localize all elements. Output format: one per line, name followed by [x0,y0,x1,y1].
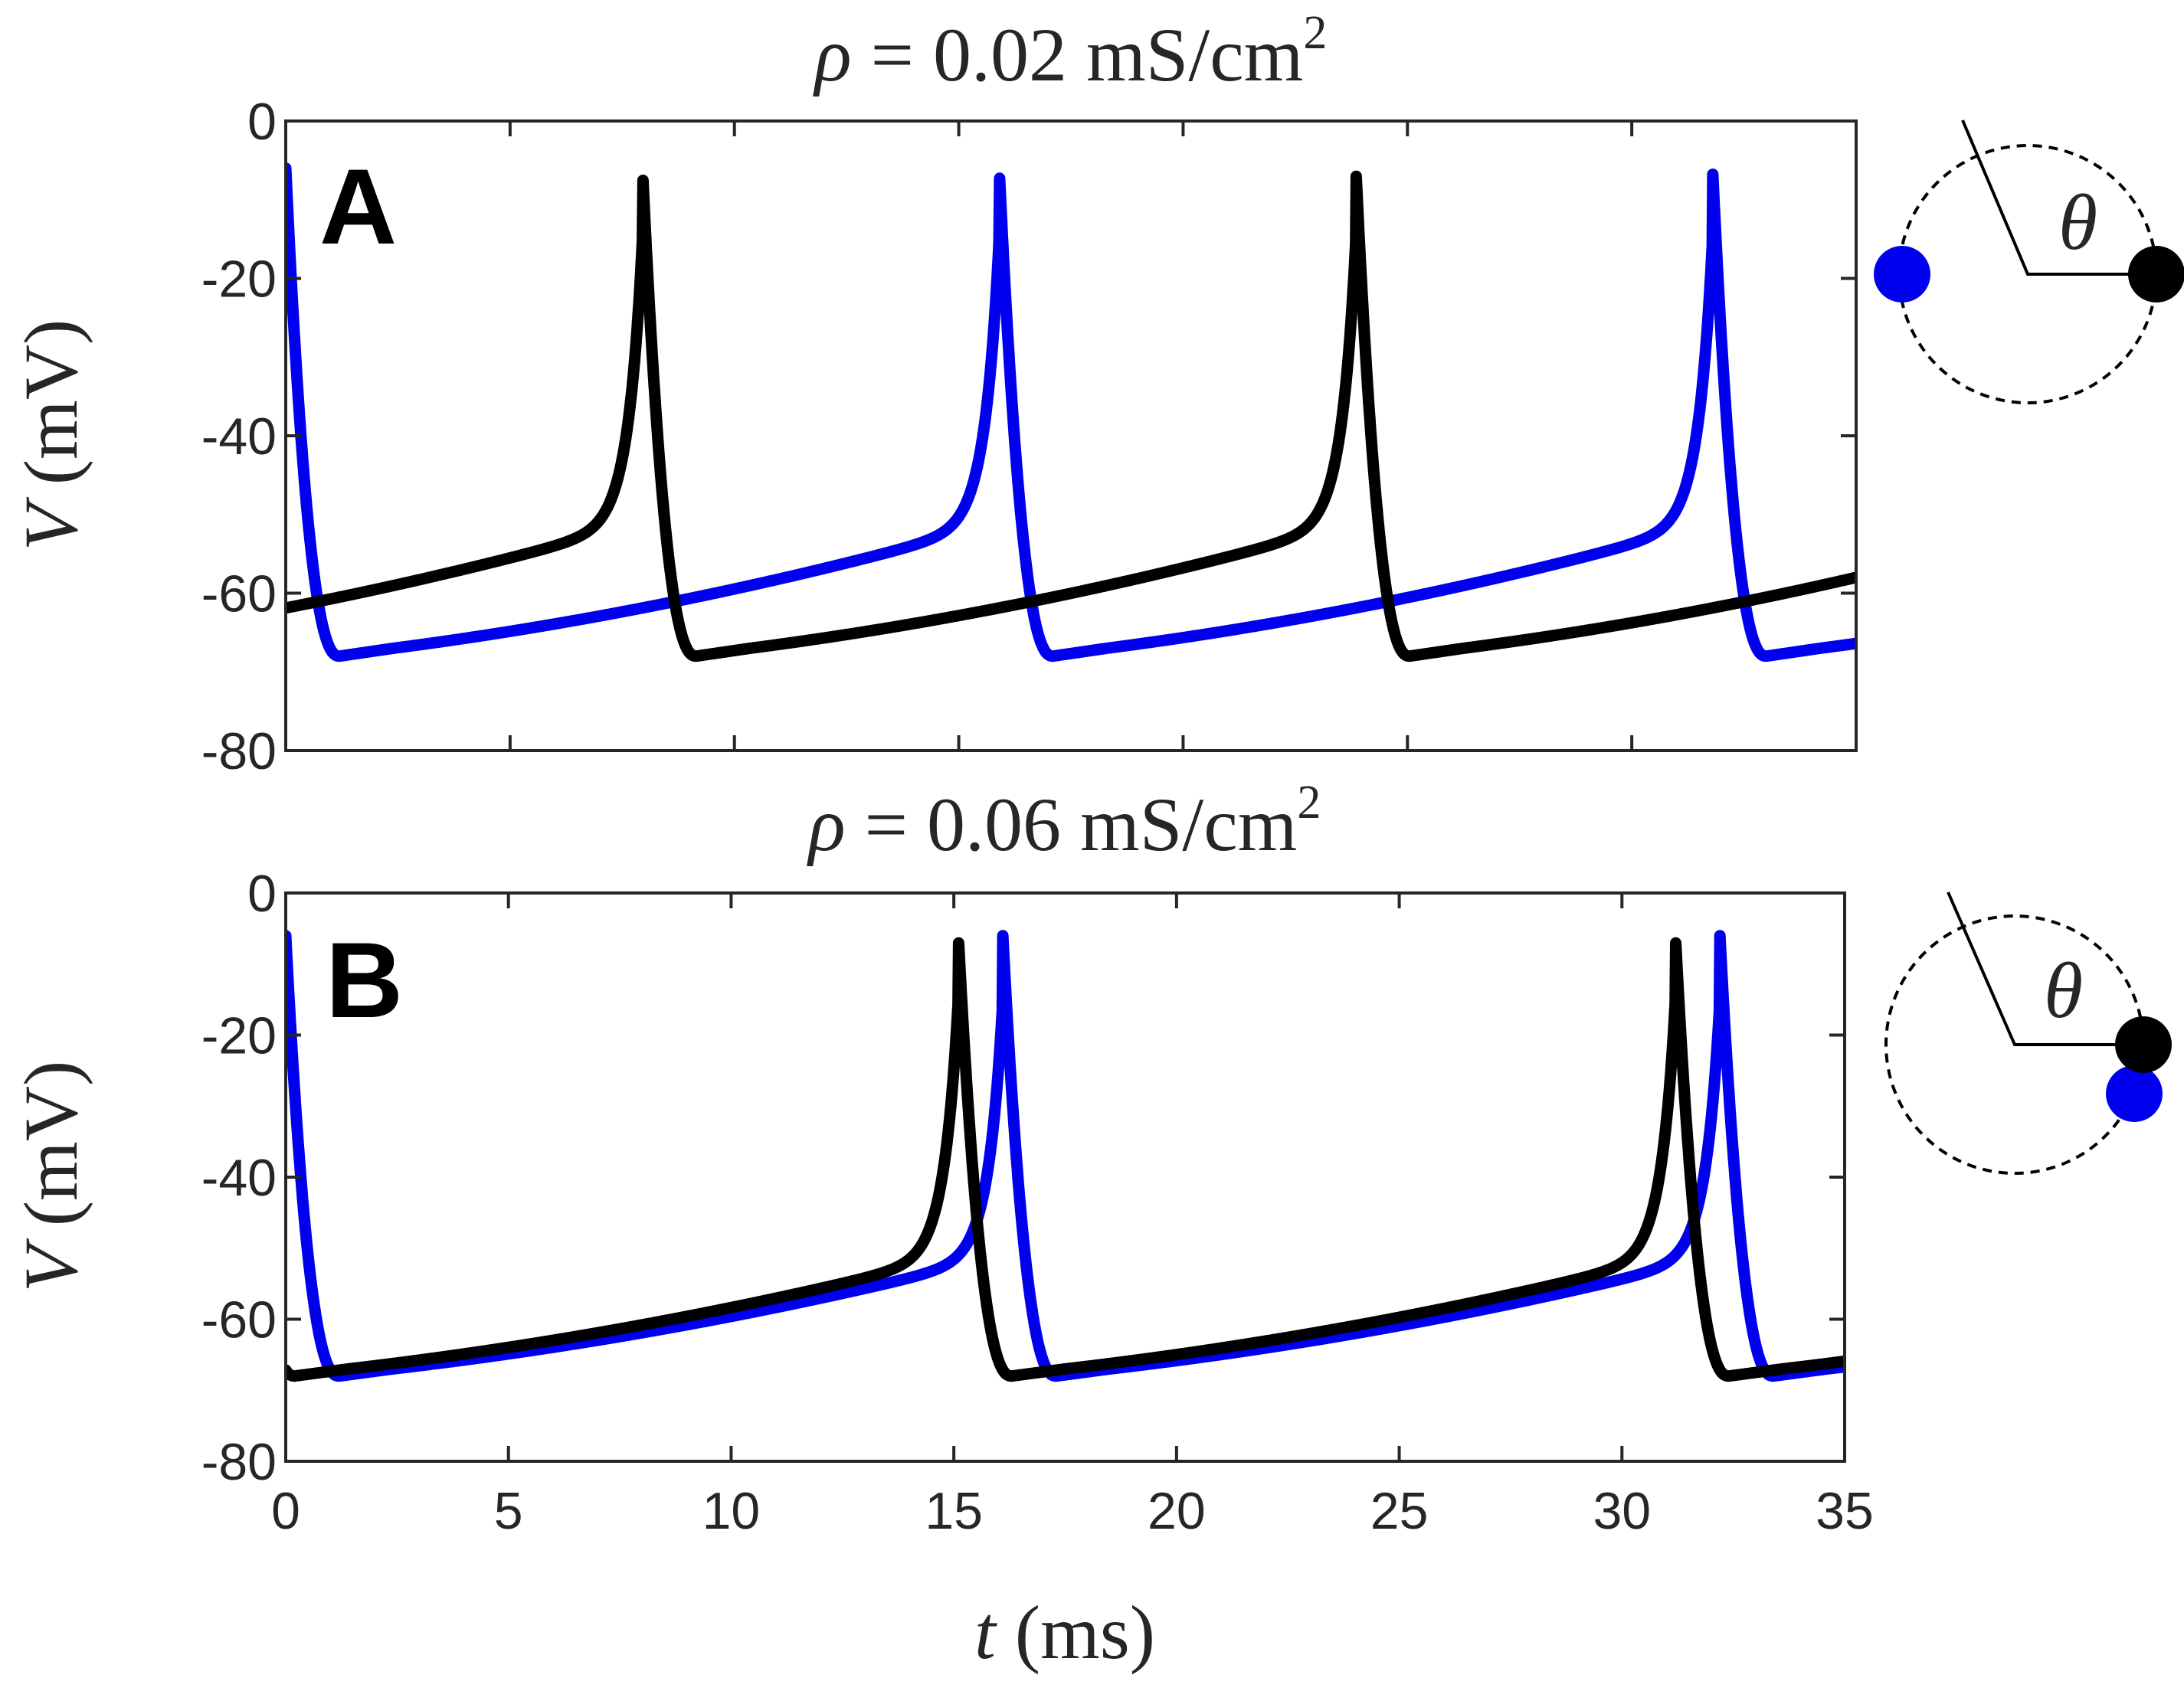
panel-a-blue-phase-dot [1874,246,1930,303]
panel-b-blue-phase-dot [2106,1065,2163,1122]
panel-b-y-tick-label: -60 [201,1291,277,1349]
panel-a: ρ = 0.02 mS/cm2 0 -20 -40 -60 -80 V (mV) A θ [8,7,2184,780]
panel-a-phase-inset: θ [1874,119,2184,404]
panel-b-x-tick-label: 35 [1816,1482,1874,1540]
panel-a-letter: A [319,146,397,267]
panel-b-black-phase-dot [2115,1016,2172,1073]
panel-b-x-ticks: 0 5 10 15 20 25 30 35 [271,893,1874,1540]
panel-b-x-tick-label: 15 [925,1482,983,1540]
panel-b-theta-label: θ [2044,947,2083,1035]
panel-b-series-black-line [286,937,1845,1382]
panel-b-phase-inset: θ [1884,891,2172,1175]
panel-b: ρ = 0.06 mS/cm2 0 -20 -40 -60 -80 0 5 10 15 20 25… [8,777,2172,1675]
panel-a-phase-angle-lines [1961,119,2156,276]
panel-b-y-tick-label: -80 [201,1433,277,1491]
panel-a-series-black-line [286,170,1856,662]
panel-b-title: ρ = 0.06 mS/cm2 [807,777,1321,867]
panel-b-x-tick-label: 0 [271,1482,300,1540]
panel-a-theta-label: θ [2058,178,2097,267]
x-axis-label: t (ms) [974,1590,1155,1675]
panel-b-y-tick-label: -40 [201,1149,277,1207]
panel-b-series-blue-line [286,930,1845,1382]
panel-b-x-tick-label: 20 [1148,1482,1206,1540]
panel-b-y-tick-label: -20 [201,1007,277,1065]
panel-a-y-tick-label: -60 [201,565,277,623]
panel-a-y-tick-label: -40 [201,407,277,466]
panel-a-y-axis-label: V (mV) [8,319,93,551]
panel-a-y-ticks: 0 -20 -40 -60 -80 [201,93,1856,780]
panel-a-black-phase-dot [2128,246,2184,303]
panel-a-title: ρ = 0.02 mS/cm2 [813,7,1328,97]
panel-b-phase-angle-lines [1947,891,2143,1046]
panel-b-y-axis-label: V (mV) [8,1061,93,1293]
panel-b-x-tick-label: 10 [702,1482,761,1540]
panel-a-y-tick-label: 0 [247,93,277,151]
panel-b-x-tick-label: 5 [494,1482,523,1540]
panel-b-x-tick-label: 30 [1593,1482,1651,1540]
panel-b-y-tick-label: 0 [247,865,277,923]
panel-b-y-ticks: 0 -20 -40 -60 -80 [201,865,1845,1491]
panel-b-x-tick-label: 25 [1370,1482,1429,1540]
panel-a-x-ticks [284,121,1858,751]
panel-b-letter: B [326,920,403,1040]
panel-a-y-tick-label: -20 [201,250,277,309]
panel-a-series-blue-line [286,162,1856,662]
panel-a-y-tick-label: -80 [201,722,277,780]
